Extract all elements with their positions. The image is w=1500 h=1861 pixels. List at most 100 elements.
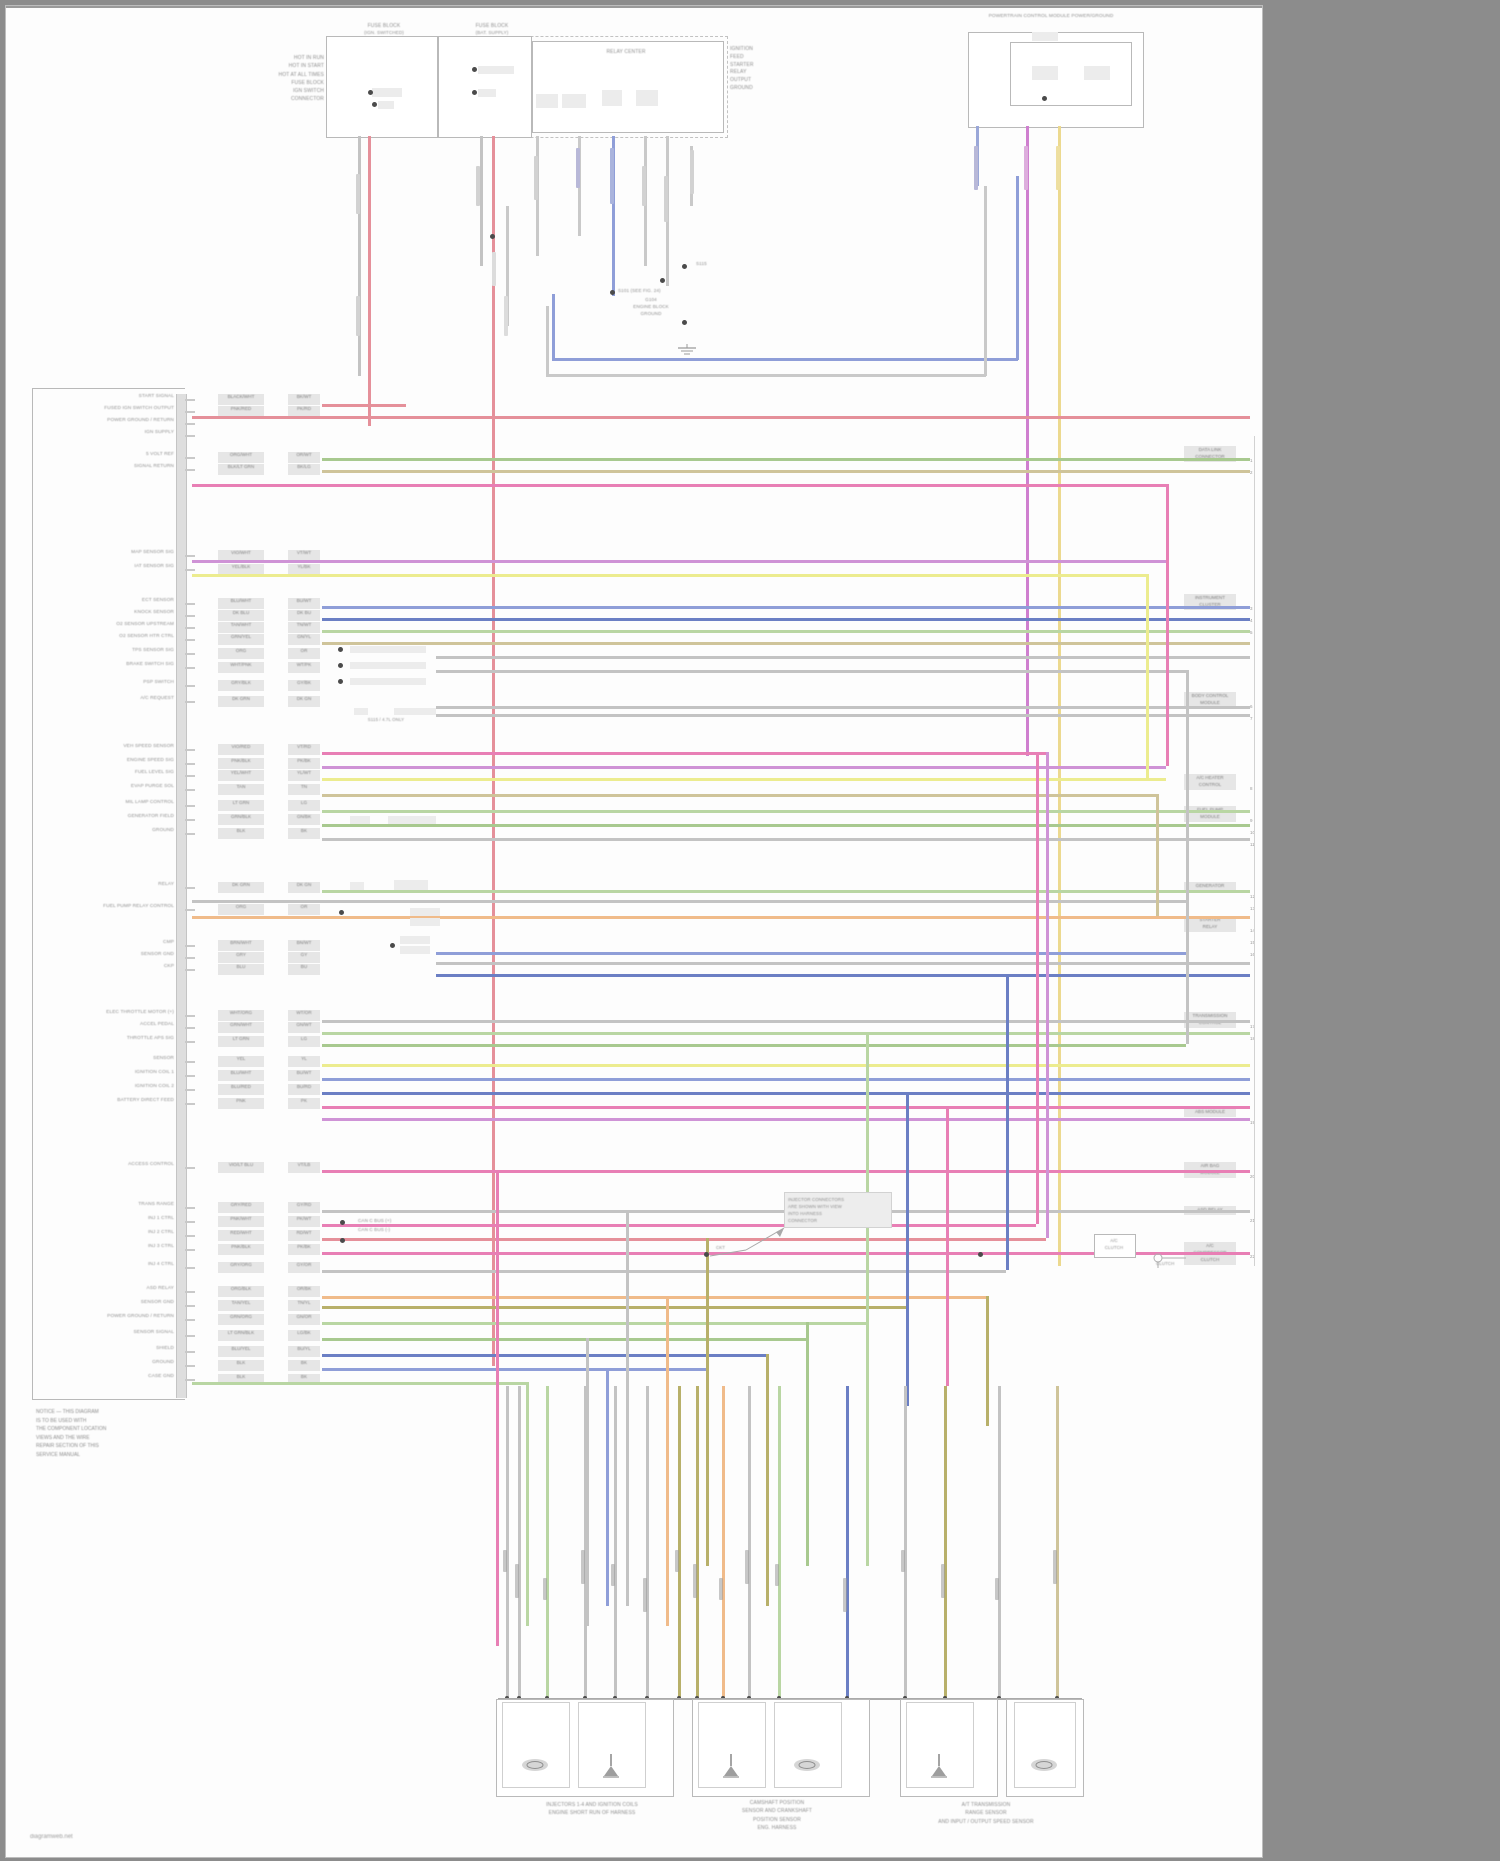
wire-code-label: GY/BK xyxy=(296,680,312,685)
right-connector-chip xyxy=(1184,916,1236,932)
wire-code-chip xyxy=(288,634,320,645)
wire-code-label: OR xyxy=(300,904,308,909)
component-inner-box xyxy=(578,1702,646,1788)
wire-color-chip xyxy=(218,1070,264,1081)
wire-code-chip xyxy=(288,1346,320,1357)
wire-code-label: BK/WT xyxy=(296,394,312,399)
wire-run xyxy=(322,606,1250,609)
wire-color-label: TAN/WHT xyxy=(230,622,252,627)
ecm-pin-stub xyxy=(185,685,195,687)
wire-color-label: RED/WHT xyxy=(230,1230,252,1235)
right-connector-pin-number: 3 xyxy=(1250,606,1253,611)
ecm-pin-label: MIL LAMP CONTROL xyxy=(125,800,174,805)
wire-code-chip xyxy=(288,940,320,951)
wire-code-label: DK BU xyxy=(296,610,312,615)
wire-color-label: ORG/WHT xyxy=(229,452,253,457)
wire-run xyxy=(436,706,1250,709)
wire-code-label: BN/WT xyxy=(296,940,312,945)
top-right-legend: IGNITION FEED STARTER RELAY OUTPUT GROUN… xyxy=(730,46,754,91)
ecm-pin-stub xyxy=(185,1207,195,1209)
inline-label-fuse: S115 / 4.7L ONLY xyxy=(367,717,405,722)
ac-clutch-dot xyxy=(978,1252,983,1257)
ecm-pin-stub xyxy=(185,1221,195,1223)
inline-chip-10 xyxy=(410,908,440,916)
wire-run xyxy=(322,890,1250,893)
ecm-pin-stub xyxy=(185,969,195,971)
ecm-pin-label: SHIELD xyxy=(156,1346,174,1351)
wire-riser xyxy=(1146,574,1149,778)
wire-run xyxy=(322,752,1046,755)
ecm-pin-stub xyxy=(185,435,195,437)
wire-tick-mark xyxy=(581,1550,585,1584)
wire-code-chip xyxy=(288,1010,320,1021)
wire-color-chip xyxy=(218,1036,264,1047)
wire-run xyxy=(322,1118,1250,1121)
wire-code-chip xyxy=(288,1262,320,1273)
wire-color-label: BLU/WHT xyxy=(230,598,252,603)
ecm-pin-stub xyxy=(185,399,195,401)
ecm-pin-label: O2 SENSOR UPSTREAM xyxy=(116,622,174,627)
wire-color-chip xyxy=(218,394,264,405)
wire-color-label: WHT/PNK xyxy=(230,662,252,667)
wire-color-label: PNK/BLK xyxy=(231,758,251,763)
ecm-pin-label: GENERATOR FIELD xyxy=(127,814,174,819)
wire-run xyxy=(322,1170,1250,1173)
gray-return-v2 xyxy=(984,186,987,376)
ecm-pin-stub xyxy=(185,1291,195,1293)
ecm-pin-label: CKP xyxy=(163,964,174,969)
wire-color-chip xyxy=(218,598,264,609)
wire-color-chip xyxy=(218,1230,264,1241)
ac-clutch-sub: CLUTCH xyxy=(1156,1261,1175,1266)
right-connector-pin-number: 22 xyxy=(1250,1254,1256,1259)
ecm-pin-label: SENSOR GND xyxy=(140,952,174,957)
ecm-pin-stub xyxy=(185,667,195,669)
wire-code-chip xyxy=(288,1330,320,1341)
wire-code-label: VT/WT xyxy=(296,550,312,555)
ground-symbol-g104 xyxy=(674,344,700,363)
ecm-pin-stub xyxy=(185,627,195,629)
wire-code-label: BU/RD xyxy=(296,1084,312,1089)
wire-code-chip xyxy=(288,394,320,405)
ecm-pin-label: 5 VOLT REF xyxy=(145,452,174,457)
right-connector-pin-number: 7 xyxy=(1250,716,1253,721)
wire-code-label: BK/LG xyxy=(297,464,311,469)
right-connector-pin-number: 18 xyxy=(1250,1036,1256,1041)
wire-riser xyxy=(606,1368,609,1606)
splice-dot-h xyxy=(682,320,687,325)
wire-riser xyxy=(866,1032,869,1566)
wire-code-chip xyxy=(288,1300,320,1311)
wire-riser xyxy=(1046,752,1049,1238)
wire-run xyxy=(322,794,1156,797)
right-edge-rail xyxy=(1254,436,1255,1266)
wire-color-chip xyxy=(218,744,264,755)
ecm-pin-stub xyxy=(185,653,195,655)
wire-color-chip xyxy=(218,1346,264,1357)
wire-tick-mark xyxy=(775,1564,779,1586)
wire-color-label: ORG xyxy=(235,904,247,909)
wire-code-label: BU/WT xyxy=(296,1070,312,1075)
wire-color-chip xyxy=(218,1286,264,1297)
fuse-block-a-subtitle: (IGN. SWITCHED) xyxy=(364,30,404,35)
wire-color-chip xyxy=(218,814,264,825)
gray-return-v xyxy=(546,306,549,376)
wire-run xyxy=(322,778,1166,781)
wire-run xyxy=(322,810,1250,813)
wire-code-label: BK xyxy=(300,1360,308,1365)
wire-code-chip xyxy=(288,598,320,609)
wire-color-label: BLK xyxy=(236,1374,246,1379)
wire-run xyxy=(322,1306,906,1309)
wire-color-chip xyxy=(218,680,264,691)
wire-run xyxy=(436,656,1250,659)
right-connector-pin-number: 2 xyxy=(1250,470,1253,475)
right-connector-pin-number: 4 xyxy=(1250,618,1253,623)
inline-dot-7 xyxy=(340,1238,345,1243)
harness-drop xyxy=(748,1386,751,1698)
wire-run xyxy=(322,1322,866,1325)
wire-riser xyxy=(766,1354,769,1606)
caption-sensors: CAMSHAFT POSITION SENSOR AND CRANKSHAFT … xyxy=(741,1800,813,1831)
ac-clutch-box xyxy=(1094,1234,1136,1258)
wire-color-label: YEL/BLK xyxy=(231,564,251,569)
ecm-pin-stub xyxy=(185,1015,195,1017)
power-distribution-inner xyxy=(1010,42,1132,106)
